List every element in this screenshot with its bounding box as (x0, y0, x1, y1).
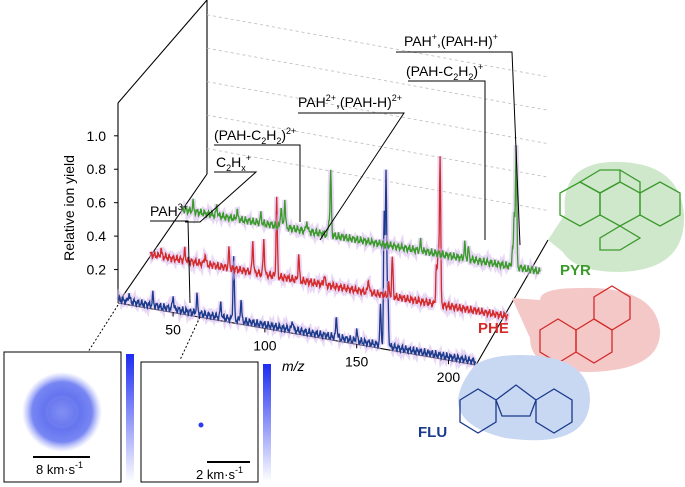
vmi-image-large (22, 372, 102, 452)
series-line-phe (149, 156, 509, 322)
x-tick-label: 150 (345, 353, 369, 369)
x-tick-label: 50 (165, 322, 181, 338)
x-axis-ticks: 50 100 150 200 (165, 312, 461, 385)
inset-right-scale-label: 2 km·s-1 (196, 465, 243, 482)
pyr-label: PYR (560, 262, 591, 279)
annotation-pah-2plus: PAH2+,(PAH-H)2+ (298, 93, 402, 110)
series-line-pyr (181, 145, 541, 276)
annotation-c2hx: C2Hx+ (216, 153, 251, 173)
y-axis-label: Relative ion yield (61, 155, 77, 261)
annotation-pah-c2h2-plus: (PAH-C2H2)+ (406, 62, 483, 82)
flu-label: FLU (418, 424, 447, 441)
annotation-pah3: PAH3+ (150, 202, 188, 219)
y-tick-label: 0.4 (87, 228, 107, 244)
x-tick-label: 100 (253, 337, 277, 353)
y-tick-label: 0.6 (87, 195, 107, 211)
molecule-flu: FLU (418, 340, 590, 441)
annotation-leaders (150, 51, 521, 304)
inset-left: 8 km·s-1 (3, 304, 134, 483)
phe-label: PHE (478, 320, 509, 337)
phenanthrene-structure-icon (539, 285, 631, 364)
inset-right: 2 km·s-1 (140, 316, 271, 483)
gridline (206, 114, 549, 178)
spectra-layer (116, 145, 543, 373)
x-tick-label: 200 (437, 369, 461, 385)
y-tick-label: 0.8 (87, 161, 107, 177)
gridline (206, 14, 549, 78)
y-axis-ticks: 0.2 0.4 0.6 0.8 1.0 (87, 128, 118, 278)
gridline (206, 47, 549, 111)
y-tick-label: 0.2 (87, 262, 107, 278)
phe-bubble (512, 287, 661, 372)
pyrene-structure-icon (559, 169, 681, 251)
pyr-bubble (548, 161, 685, 272)
color-scale-left (126, 354, 134, 482)
gridline (206, 81, 549, 145)
annotation-pah-c2h2-2plus: (PAH-C2H2)2+ (214, 126, 296, 146)
gridline (206, 148, 549, 211)
molecule-phe: PHE (478, 285, 661, 372)
fluorene-structure-icon (459, 384, 573, 434)
inset-left-scale-label: 8 km·s-1 (36, 460, 83, 477)
annotation-pah-plus: PAH+,(PAH-H)+ (404, 32, 498, 49)
series-line-flu (117, 169, 477, 367)
x-axis-label: m/z (282, 358, 305, 374)
color-scale-right (263, 364, 271, 482)
molecule-pyr: PYR (548, 161, 685, 279)
back-gridlines (206, 14, 549, 211)
y-tick-label: 1.0 (87, 128, 107, 144)
vmi-image-small (198, 422, 204, 428)
